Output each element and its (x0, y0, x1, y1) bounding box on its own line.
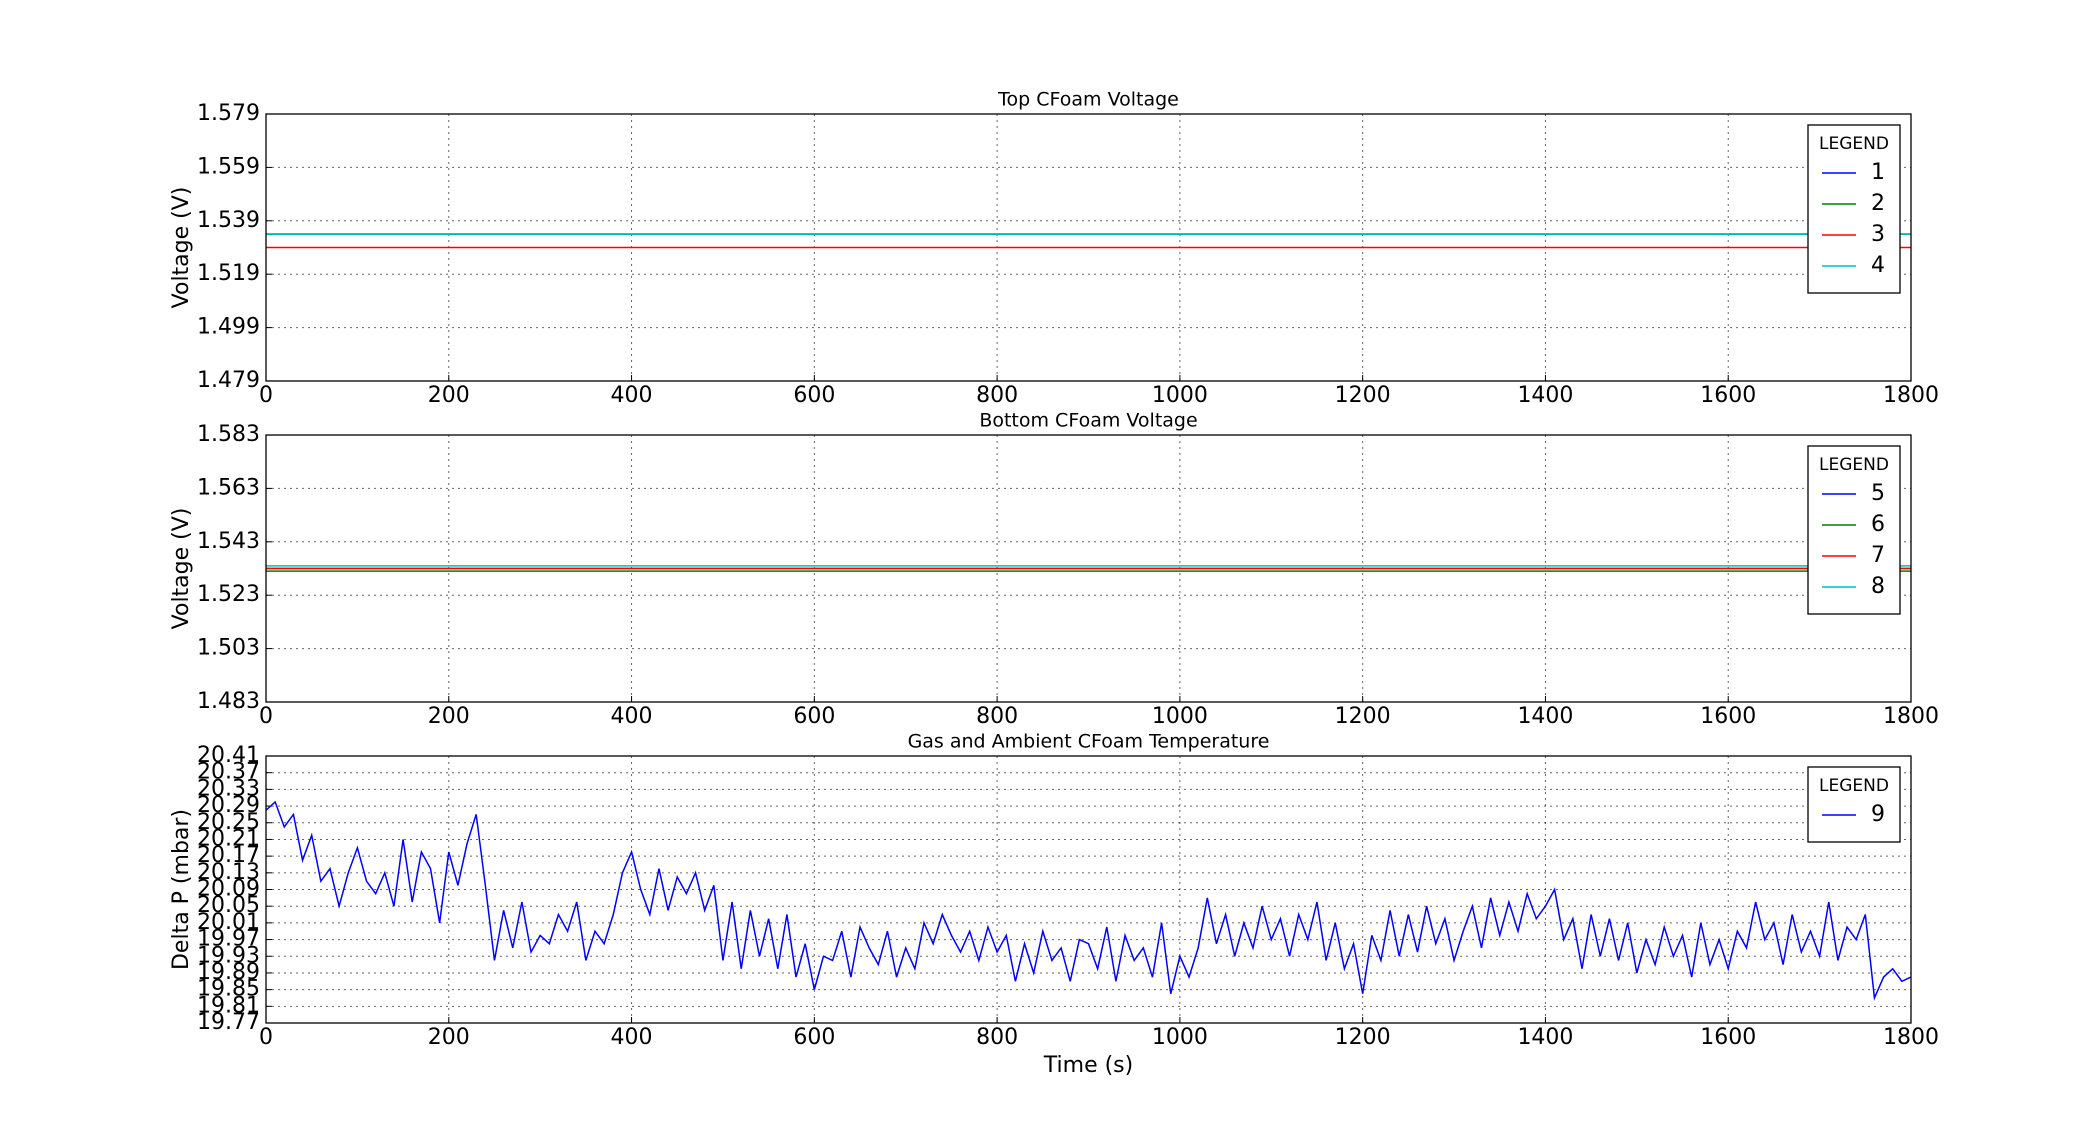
y-tick-label: 20.41 (197, 743, 260, 768)
y-tick-label: 1.523 (197, 582, 260, 607)
y-tick-label: 20.21 (197, 826, 260, 851)
x-tick-label: 200 (428, 383, 470, 408)
x-tick-label: 1600 (1700, 383, 1756, 408)
y-tick-label: 20.01 (197, 910, 260, 935)
y-tick-label: 1.559 (197, 154, 260, 179)
y-tick-label: 1.503 (197, 636, 260, 661)
x-tick-label: 1600 (1700, 704, 1756, 729)
y-tick-label: 20.29 (197, 793, 260, 818)
x-tick-label: 0 (259, 704, 273, 729)
x-tick-label: 600 (793, 1025, 835, 1050)
y-tick-label: 19.89 (197, 960, 260, 985)
y-tick-label: 20.33 (197, 776, 260, 801)
x-tick-label: 1000 (1152, 704, 1208, 729)
y-tick-label: 20.13 (197, 860, 260, 885)
x-tick-label: 800 (976, 1025, 1018, 1050)
y-tick-label: 19.77 (197, 1010, 260, 1035)
x-tick-label: 600 (793, 704, 835, 729)
legend-box (1807, 445, 1901, 615)
y-tick-label: 1.479 (197, 368, 260, 393)
legend-label: 4 (1871, 253, 1885, 278)
x-axis-label: Time (s) (1043, 1053, 1133, 1078)
x-tick-label: 800 (976, 704, 1018, 729)
x-tick-label: 1800 (1883, 383, 1939, 408)
y-tick-label: 1.579 (197, 101, 260, 126)
y-axis-label: Delta P (mbar) (169, 809, 194, 970)
legend-title: LEGEND (1819, 134, 1889, 154)
y-tick-label: 19.81 (197, 993, 260, 1018)
legend-label: 6 (1871, 512, 1885, 537)
y-tick-label: 1.563 (197, 475, 260, 500)
plot-frame (265, 755, 1912, 1024)
x-tick-label: 200 (428, 704, 470, 729)
legend-box (1807, 766, 1901, 843)
x-tick-label: 400 (611, 1025, 653, 1050)
series-line (266, 800, 1911, 1001)
x-tick-label: 1600 (1700, 1025, 1756, 1050)
y-tick-label: 20.37 (197, 760, 260, 785)
x-tick-label: 400 (611, 383, 653, 408)
x-tick-label: 1200 (1335, 1025, 1391, 1050)
x-tick-label: 0 (259, 383, 273, 408)
legend-label: 3 (1871, 222, 1885, 247)
legend-label: 2 (1871, 191, 1885, 216)
x-tick-label: 1800 (1883, 704, 1939, 729)
y-tick-label: 1.499 (197, 315, 260, 340)
y-tick-label: 1.483 (197, 689, 260, 714)
y-tick-label: 1.539 (197, 208, 260, 233)
x-tick-label: 200 (428, 1025, 470, 1050)
x-tick-label: 1400 (1517, 1025, 1573, 1050)
x-tick-label: 1000 (1152, 383, 1208, 408)
x-tick-label: 1200 (1335, 383, 1391, 408)
y-tick-label: 1.519 (197, 261, 260, 286)
x-tick-label: 600 (793, 383, 835, 408)
legend-label: 9 (1871, 802, 1885, 827)
chart-title: Bottom CFoam Voltage (979, 410, 1197, 432)
legend-box (1807, 124, 1901, 294)
y-axis-label: Voltage (V) (169, 508, 194, 630)
y-tick-label: 19.97 (197, 927, 260, 952)
x-tick-label: 1400 (1517, 704, 1573, 729)
plot-frame (265, 434, 1912, 703)
legend-title: LEGEND (1819, 776, 1889, 796)
x-tick-label: 800 (976, 383, 1018, 408)
legend-label: 7 (1871, 543, 1885, 568)
y-axis-label: Voltage (V) (169, 187, 194, 309)
y-tick-label: 20.05 (197, 893, 260, 918)
y-tick-label: 20.25 (197, 810, 260, 835)
x-tick-label: 1200 (1335, 704, 1391, 729)
y-tick-label: 19.93 (197, 943, 260, 968)
y-tick-label: 20.17 (197, 843, 260, 868)
x-tick-label: 1000 (1152, 1025, 1208, 1050)
legend-label: 5 (1871, 481, 1885, 506)
legend-title: LEGEND (1819, 455, 1889, 475)
plot-frame (265, 113, 1912, 382)
x-tick-label: 0 (259, 1025, 273, 1050)
y-tick-label: 1.543 (197, 529, 260, 554)
y-tick-label: 20.09 (197, 877, 260, 902)
chart-title: Top CFoam Voltage (997, 89, 1179, 111)
y-tick-label: 1.583 (197, 422, 260, 447)
legend-label: 8 (1871, 574, 1885, 599)
legend-label: 1 (1871, 160, 1885, 185)
x-tick-label: 1800 (1883, 1025, 1939, 1050)
x-tick-label: 1400 (1517, 383, 1573, 408)
chart-title: Gas and Ambient CFoam Temperature (908, 731, 1270, 753)
y-tick-label: 19.85 (197, 977, 260, 1002)
x-tick-label: 400 (611, 704, 653, 729)
